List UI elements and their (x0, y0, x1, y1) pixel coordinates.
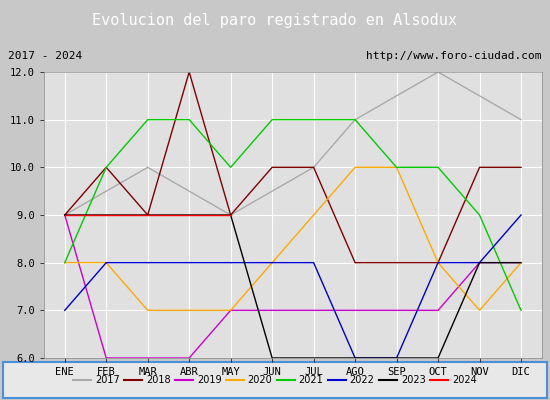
Legend: 2017, 2018, 2019, 2020, 2021, 2022, 2023, 2024: 2017, 2018, 2019, 2020, 2021, 2022, 2023… (70, 371, 480, 389)
Text: 2017 - 2024: 2017 - 2024 (8, 51, 82, 61)
Text: Evolucion del paro registrado en Alsodux: Evolucion del paro registrado en Alsodux (92, 14, 458, 28)
Text: http://www.foro-ciudad.com: http://www.foro-ciudad.com (366, 51, 542, 61)
